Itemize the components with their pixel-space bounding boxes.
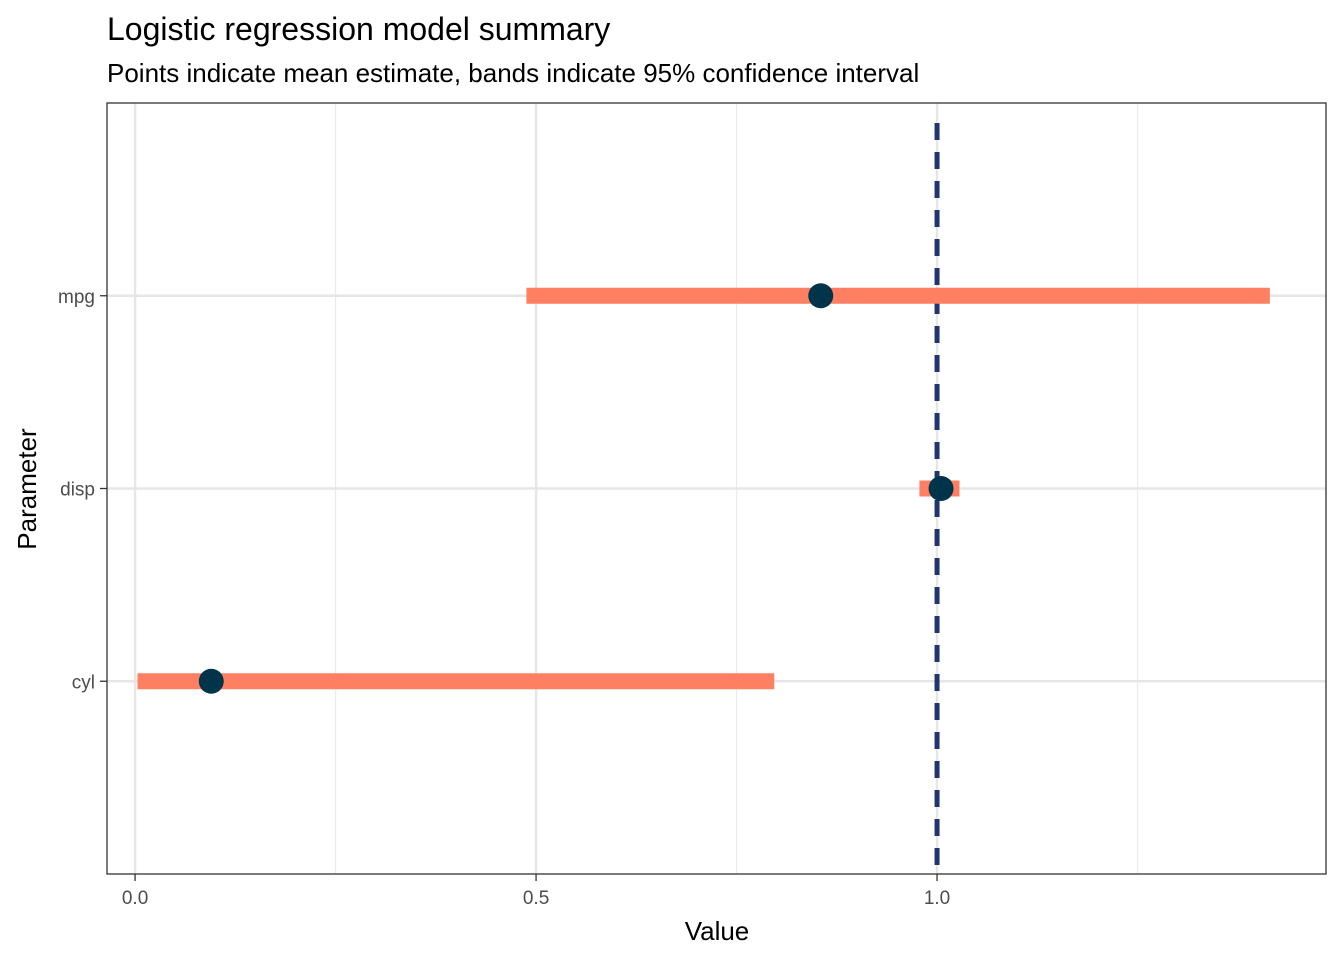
mean-points: [198, 283, 954, 694]
plot-panel: [106, 102, 1327, 875]
x-tick-label: 0.5: [523, 888, 549, 909]
y-axis-title: Parameter: [12, 428, 42, 550]
y-tick-label-mpg: mpg: [58, 287, 95, 308]
confidence-band-mpg: [526, 287, 1270, 304]
x-axis: 0.0 0.5 1.0: [122, 874, 950, 909]
y-axis: mpg disp cyl: [58, 287, 107, 693]
confidence-band-cyl: [137, 673, 775, 690]
chart-title: Logistic regression model summary: [107, 11, 610, 47]
mean-point-mpg: [808, 283, 834, 309]
mean-point-cyl: [198, 668, 224, 694]
x-axis-title: Value: [685, 916, 750, 946]
x-tick-label: 1.0: [924, 888, 950, 909]
mean-point-disp: [928, 476, 954, 501]
y-tick-label-cyl: cyl: [72, 672, 95, 693]
y-tick-label-disp: disp: [60, 480, 95, 501]
confidence-bands: [137, 287, 1270, 690]
x-tick-label: 0.0: [122, 888, 148, 909]
chart-subtitle: Points indicate mean estimate, bands ind…: [107, 58, 919, 88]
